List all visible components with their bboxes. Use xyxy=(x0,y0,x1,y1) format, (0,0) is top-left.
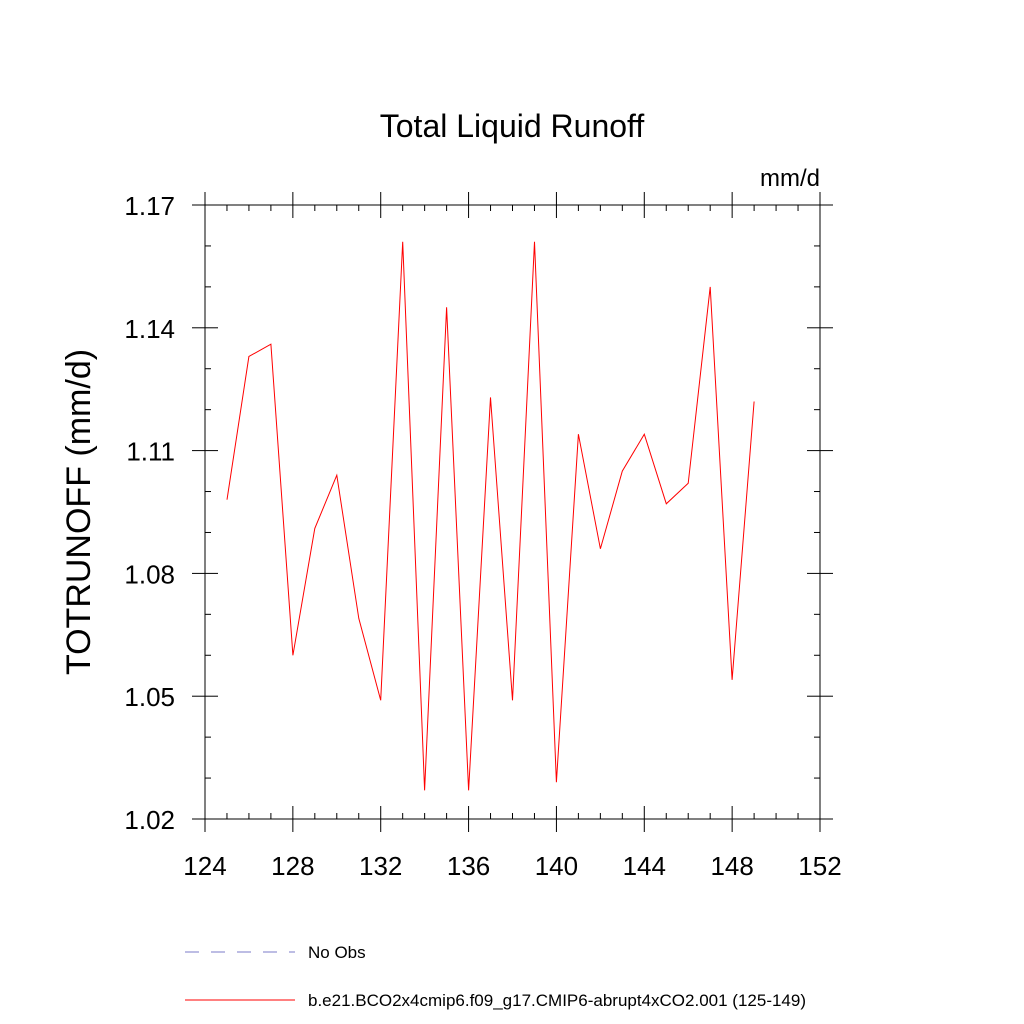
plot-frame xyxy=(204,204,821,820)
y-tick-label: 1.17 xyxy=(124,191,175,221)
chart-title: Total Liquid Runoff xyxy=(380,108,645,144)
y-tick-label: 1.08 xyxy=(124,559,175,589)
y-axis-label: TOTRUNOFF (mm/d) xyxy=(60,349,98,675)
legend-label: No Obs xyxy=(308,943,366,962)
x-tick-label: 148 xyxy=(710,851,753,881)
x-tick-label: 136 xyxy=(447,851,490,881)
x-tick-label: 144 xyxy=(623,851,666,881)
series-line xyxy=(226,241,755,791)
x-tick-label: 124 xyxy=(183,851,226,881)
legend: No Obs b.e21.BCO2x4cmip6.f09_g17.CMIP6-ab… xyxy=(185,943,806,1010)
x-tick-label: 128 xyxy=(271,851,314,881)
x-tick-label: 152 xyxy=(798,851,841,881)
y-tick-label: 1.02 xyxy=(124,805,175,835)
legend-label: b.e21.BCO2x4cmip6.f09_g17.CMIP6-abrupt4x… xyxy=(308,991,806,1010)
x-axis-ticks: 124 128 132 136 140 144 148 152 xyxy=(183,192,842,881)
units-label: mm/d xyxy=(760,165,820,192)
y-tick-label: 1.05 xyxy=(124,682,175,712)
series-group xyxy=(226,241,755,791)
y-tick-label: 1.14 xyxy=(124,314,175,344)
x-tick-label: 140 xyxy=(535,851,578,881)
x-tick-label: 132 xyxy=(359,851,402,881)
y-tick-label: 1.11 xyxy=(126,437,175,467)
y-axis-ticks: 1.02 1.05 1.08 1.11 1.14 1.17 xyxy=(124,191,833,835)
